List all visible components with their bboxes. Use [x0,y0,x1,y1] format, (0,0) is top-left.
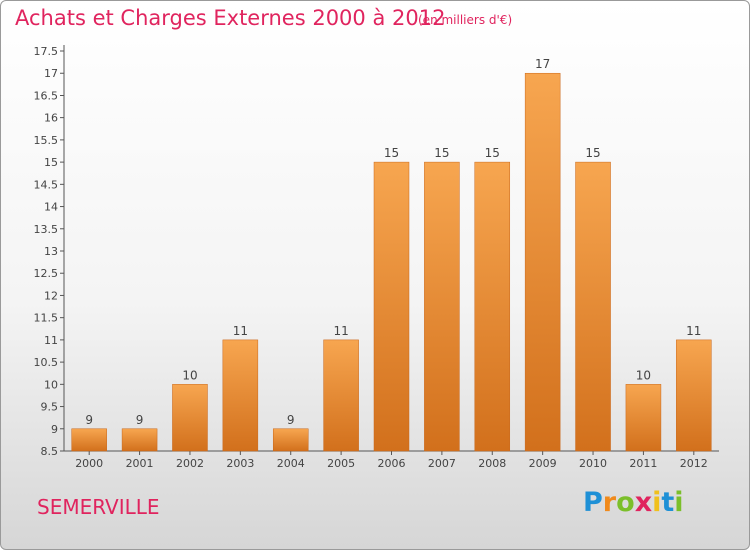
bar-2004 [272,428,309,452]
x-tick-label: 2003 [226,457,254,470]
value-label: 10 [636,368,651,382]
value-label: 11 [686,324,701,338]
logo-letter: r [602,487,617,518]
value-label: 15 [434,146,449,160]
logo-letter: o [616,487,635,518]
y-tick-label: 11 [44,334,58,347]
x-tick-label: 2008 [478,457,506,470]
y-tick-label: 12 [44,289,58,302]
bar-2007 [424,161,460,452]
x-tick-label: 2010 [579,457,607,470]
bar-2001 [121,428,158,452]
x-tick-label: 2001 [126,457,154,470]
value-label: 17 [535,57,550,71]
value-label: 11 [333,324,348,338]
y-tick-label: 12.5 [34,267,59,280]
x-tick-label: 2002 [176,457,204,470]
y-tick-label: 8.5 [41,445,59,458]
y-tick-label: 14.5 [34,178,59,191]
y-tick-label: 9 [51,423,58,436]
x-tick-label: 2000 [75,457,103,470]
bar-2006 [373,161,410,452]
bar-2002 [172,384,208,452]
y-tick-label: 13 [44,245,58,258]
bar-2010 [575,161,611,452]
x-tick-label: 2007 [428,457,456,470]
bar-2003 [222,339,259,452]
bars-group [71,72,712,452]
place-name: SEMERVILLE [37,495,160,519]
logo-letter: i [652,487,662,518]
value-label: 15 [585,146,600,160]
logo-letter: i [674,487,684,518]
chart-title: Achats et Charges Externes 2000 à 2012 [15,6,446,30]
value-label: 9 [85,413,93,427]
bar-2009 [524,72,561,452]
proxiti-logo: Proxiti [583,487,684,518]
y-tick-label: 17 [44,67,58,80]
y-tick-label: 16 [44,112,58,125]
y-tick-label: 10 [44,378,58,391]
axes: 8.5 9 9.5 10 10.5 11 11.5 12 12.5 13 13.5 14 14.5 15 1… [34,45,719,458]
bar-2012 [676,339,712,452]
y-tick-label: 15 [44,156,58,169]
logo-letter: P [583,487,603,518]
y-tick-label: 9.5 [41,401,59,414]
y-tick-label: 13.5 [34,223,59,236]
logo-letter: t [661,487,675,518]
bar-2005 [323,339,359,452]
y-tick-label: 15.5 [34,134,59,147]
logo-letter: x [634,487,653,518]
bar-2008 [474,161,511,452]
y-tick-label: 16.5 [34,89,59,102]
y-tick-label: 10.5 [34,356,59,369]
x-tick-label: 2011 [629,457,657,470]
value-label: 11 [233,324,248,338]
value-label: 15 [485,146,500,160]
bar-2011 [625,384,662,452]
value-label: 15 [384,146,399,160]
labels-group: 2000 9 2001 9 2002 10 2003 11 2004 9 2005 11 2006 15 2… [75,57,708,470]
y-tick-label: 14 [44,201,58,214]
value-label: 9 [136,413,144,427]
x-tick-label: 2006 [378,457,406,470]
x-tick-label: 2005 [327,457,355,470]
chart-subtitle: (en milliers d'€) [418,13,513,27]
x-tick-label: 2004 [277,457,305,470]
bar-2000 [71,428,107,452]
x-tick-label: 2012 [680,457,708,470]
value-label: 10 [182,368,197,382]
y-tick-label: 11.5 [34,312,59,325]
x-tick-label: 2009 [529,457,557,470]
value-label: 9 [287,413,295,427]
y-tick-label: 17.5 [34,45,59,58]
